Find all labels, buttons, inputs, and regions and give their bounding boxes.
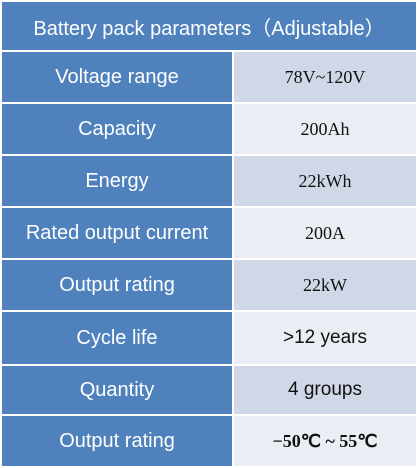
row-label: Quantity [2,366,232,414]
row-label: Capacity [2,104,232,154]
row-value: 4 groups [234,366,416,414]
table-row-temperature: Output rating −50℃ ~ 55℃ [2,416,416,466]
table-row-output-rating: Output rating 22kW [2,260,416,310]
row-value: 200A [234,208,416,258]
row-value: 22kW [234,260,416,310]
row-label: Rated output current [2,208,232,258]
row-value: −50℃ ~ 55℃ [234,416,416,466]
row-value: 78V~120V [234,52,416,102]
table-row-cycle-life: Cycle life >12 years [2,312,416,364]
row-value: >12 years [234,312,416,364]
row-label: Energy [2,156,232,206]
row-label: Output rating [2,416,232,466]
table-row-rated-output-current: Rated output current 200A [2,208,416,258]
table-title: Battery pack parameters（Adjustable） [2,2,416,50]
row-label: Voltage range [2,52,232,102]
row-label: Output rating [2,260,232,310]
row-value: 200Ah [234,104,416,154]
table-row-quantity: Quantity 4 groups [2,366,416,414]
row-value-text: >12 years [283,327,367,348]
table-row-voltage-range: Voltage range 78V~120V [2,52,416,102]
row-value-text: 4 groups [288,379,362,400]
table-row-energy: Energy 22kWh [2,156,416,206]
row-label: Cycle life [2,312,232,364]
table-row-capacity: Capacity 200Ah [2,104,416,154]
row-value: 22kWh [234,156,416,206]
